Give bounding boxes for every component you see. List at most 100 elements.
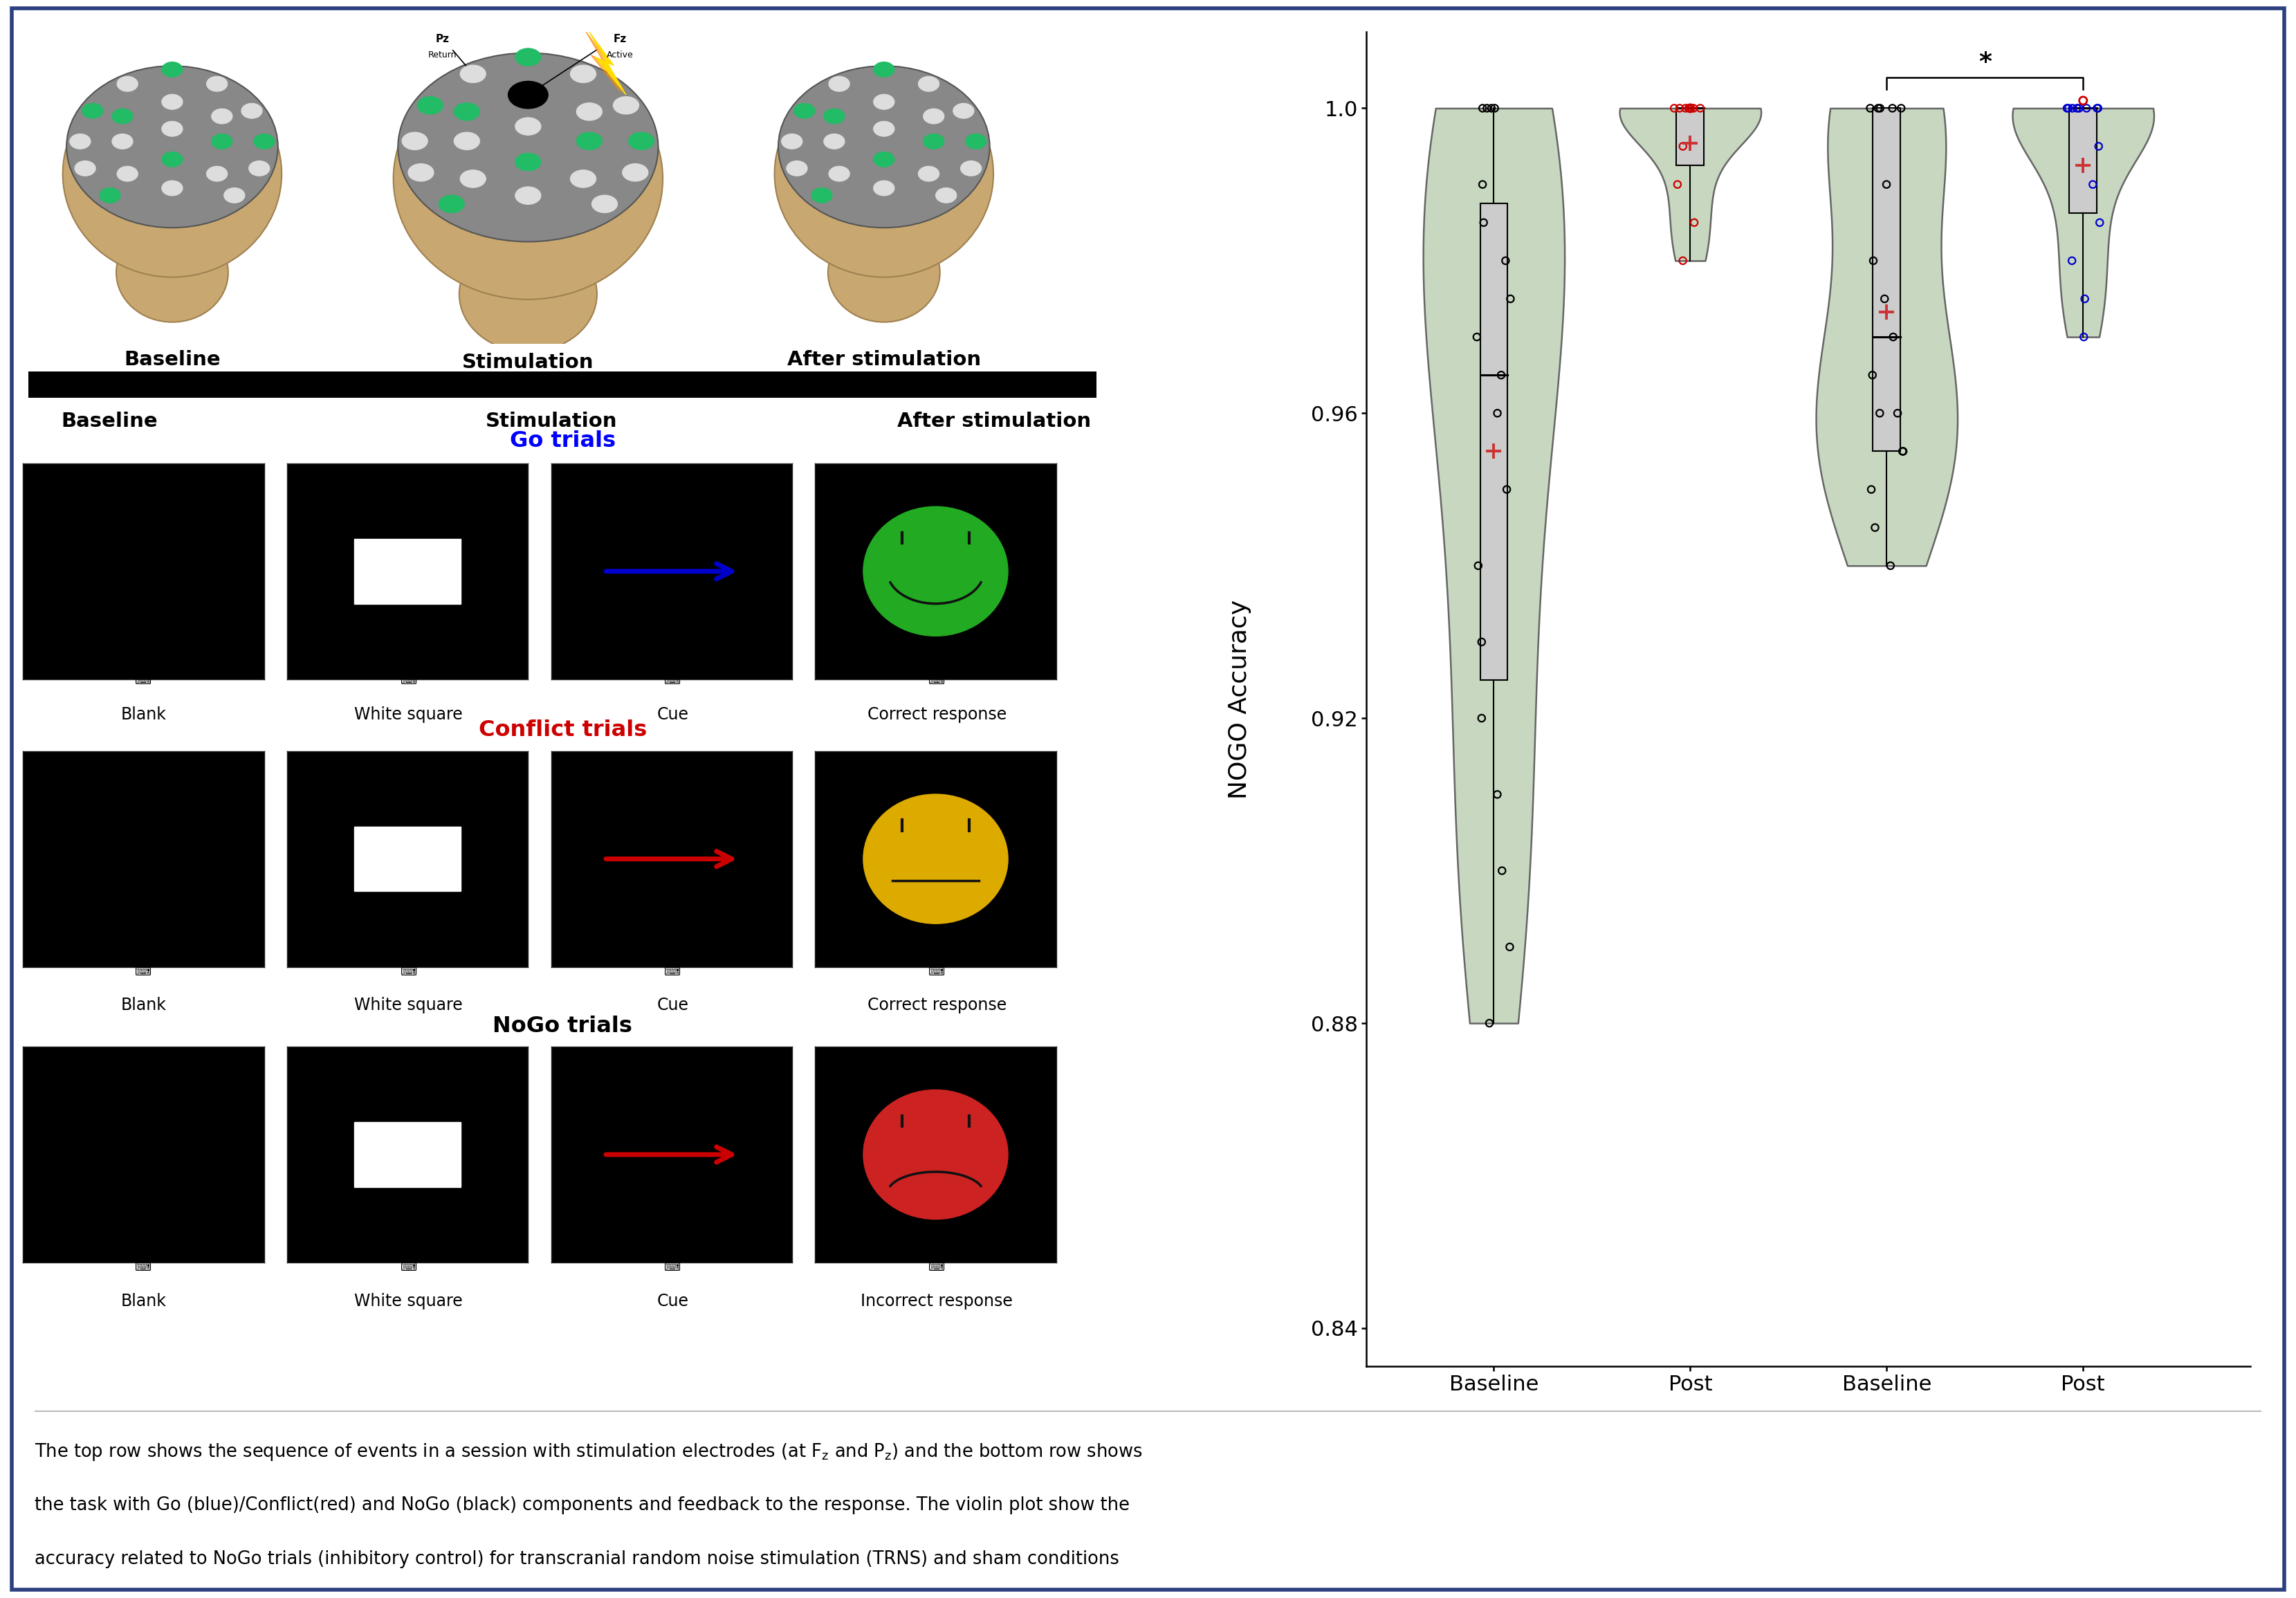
Point	[1465, 171, 1502, 197]
Text: Sham: Sham	[1559, 1443, 1626, 1465]
Point	[1669, 96, 1706, 121]
Circle shape	[923, 109, 944, 123]
Point	[1671, 96, 1708, 121]
Text: Correct response: Correct response	[868, 706, 1006, 722]
Circle shape	[99, 189, 119, 203]
Circle shape	[592, 195, 618, 213]
Point	[1469, 96, 1506, 121]
Circle shape	[514, 86, 542, 104]
Point	[1885, 438, 1922, 463]
Circle shape	[211, 134, 232, 149]
Circle shape	[211, 109, 232, 123]
Point	[1492, 286, 1529, 312]
Text: White square: White square	[354, 706, 464, 722]
Point	[1855, 248, 1892, 273]
Text: Pz: Pz	[436, 34, 450, 45]
Point	[2066, 324, 2103, 350]
Point	[1660, 171, 1697, 197]
Circle shape	[248, 161, 269, 176]
Circle shape	[514, 187, 542, 205]
Bar	[28, 371, 1097, 398]
Text: Correct response: Correct response	[868, 997, 1006, 1013]
Text: ⌨: ⌨	[928, 965, 946, 978]
Circle shape	[872, 94, 895, 109]
Point	[1871, 553, 1908, 578]
Circle shape	[507, 81, 549, 109]
Circle shape	[161, 121, 184, 136]
Text: ⌨: ⌨	[928, 674, 946, 687]
Circle shape	[872, 121, 895, 136]
Point	[1488, 476, 1525, 502]
Point	[1479, 781, 1515, 807]
Text: Return: Return	[427, 50, 457, 59]
Text: The top row shows the sequence of events in a session with stimulation electrode: The top row shows the sequence of events…	[34, 1441, 1143, 1462]
Bar	[2069, 109, 2096, 213]
Circle shape	[225, 189, 246, 203]
Circle shape	[459, 169, 487, 187]
Text: Blank: Blank	[122, 997, 165, 1013]
Point	[2060, 96, 2096, 121]
Y-axis label: NOGO Accuracy: NOGO Accuracy	[1228, 599, 1251, 799]
Text: White square: White square	[354, 1293, 464, 1309]
Point	[1465, 209, 1502, 235]
Circle shape	[113, 109, 133, 123]
Text: ⌨: ⌨	[400, 965, 418, 978]
Text: Go trials: Go trials	[510, 430, 615, 452]
Circle shape	[918, 166, 939, 181]
Circle shape	[418, 96, 443, 113]
Circle shape	[569, 169, 597, 187]
Circle shape	[788, 161, 808, 176]
Point	[1676, 209, 1713, 235]
Point	[1883, 96, 1919, 121]
Point	[2048, 96, 2085, 121]
Circle shape	[872, 152, 895, 166]
Circle shape	[794, 104, 815, 118]
Circle shape	[824, 134, 845, 149]
Text: NoGo trials: NoGo trials	[494, 1015, 631, 1037]
Point	[1463, 705, 1499, 730]
Text: Baseline: Baseline	[62, 412, 158, 431]
Point	[1476, 96, 1513, 121]
Point	[1862, 96, 1899, 121]
Circle shape	[960, 161, 980, 176]
Point	[1655, 96, 1692, 121]
Circle shape	[409, 163, 434, 181]
Circle shape	[514, 48, 542, 66]
Text: Cue: Cue	[657, 706, 689, 722]
Point	[1676, 96, 1713, 121]
Point	[2082, 209, 2119, 235]
Circle shape	[829, 77, 850, 91]
Ellipse shape	[778, 66, 990, 229]
Point	[1458, 324, 1495, 350]
Text: ⌨: ⌨	[664, 1261, 682, 1274]
Text: Cue: Cue	[657, 997, 689, 1013]
Ellipse shape	[397, 53, 659, 241]
Point	[1878, 401, 1915, 427]
Circle shape	[161, 181, 184, 195]
Ellipse shape	[829, 224, 939, 323]
Circle shape	[514, 153, 542, 171]
Circle shape	[161, 152, 184, 166]
Circle shape	[576, 102, 602, 120]
Point	[1472, 1010, 1508, 1036]
Bar	[354, 539, 461, 604]
Point	[1667, 96, 1704, 121]
Text: Cue: Cue	[657, 1293, 689, 1309]
Point	[2078, 96, 2115, 121]
Circle shape	[613, 96, 638, 113]
Bar	[354, 1122, 461, 1187]
Text: Incorrect response: Incorrect response	[861, 1293, 1013, 1309]
Bar	[1481, 203, 1508, 681]
Polygon shape	[585, 30, 622, 93]
Circle shape	[967, 134, 987, 149]
Circle shape	[241, 104, 262, 118]
Circle shape	[629, 133, 654, 150]
Point	[1474, 96, 1511, 121]
Text: accuracy related to NoGo trials (inhibitory control) for transcranial random noi: accuracy related to NoGo trials (inhibit…	[34, 1550, 1118, 1568]
Point	[1662, 96, 1699, 121]
Text: *: *	[1979, 51, 1991, 74]
Circle shape	[161, 94, 184, 109]
Circle shape	[117, 166, 138, 181]
Circle shape	[576, 133, 602, 150]
Circle shape	[83, 104, 103, 118]
